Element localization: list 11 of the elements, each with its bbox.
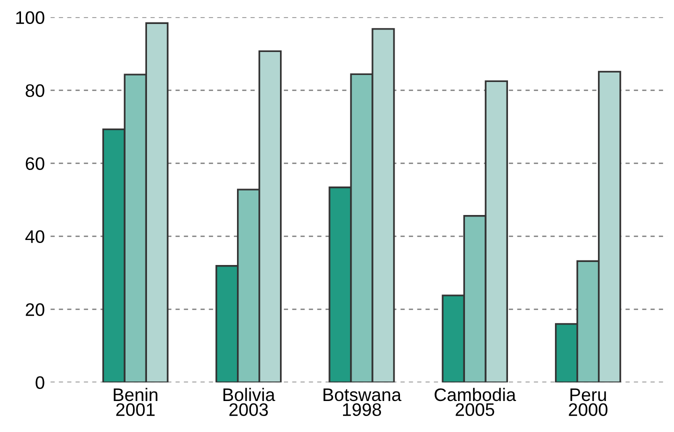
y-tick-label: 100 xyxy=(16,11,44,24)
x-tick-label: Bolivia 2003 xyxy=(223,388,276,416)
y-tick-label: 0 xyxy=(36,376,44,390)
x-tick-label: Benin 2001 xyxy=(114,388,158,416)
y-tick-label: 20 xyxy=(26,303,44,316)
y-tick-label: 40 xyxy=(25,230,44,244)
x-tick-label: Cambodia 2005 xyxy=(434,388,516,416)
y-tick-label: 80 xyxy=(26,84,44,98)
y-tick-label: 60 xyxy=(26,157,44,170)
x-tick-label: Botswana 1998 xyxy=(324,388,402,416)
x-tick-label: Peru 2000 xyxy=(568,388,608,416)
